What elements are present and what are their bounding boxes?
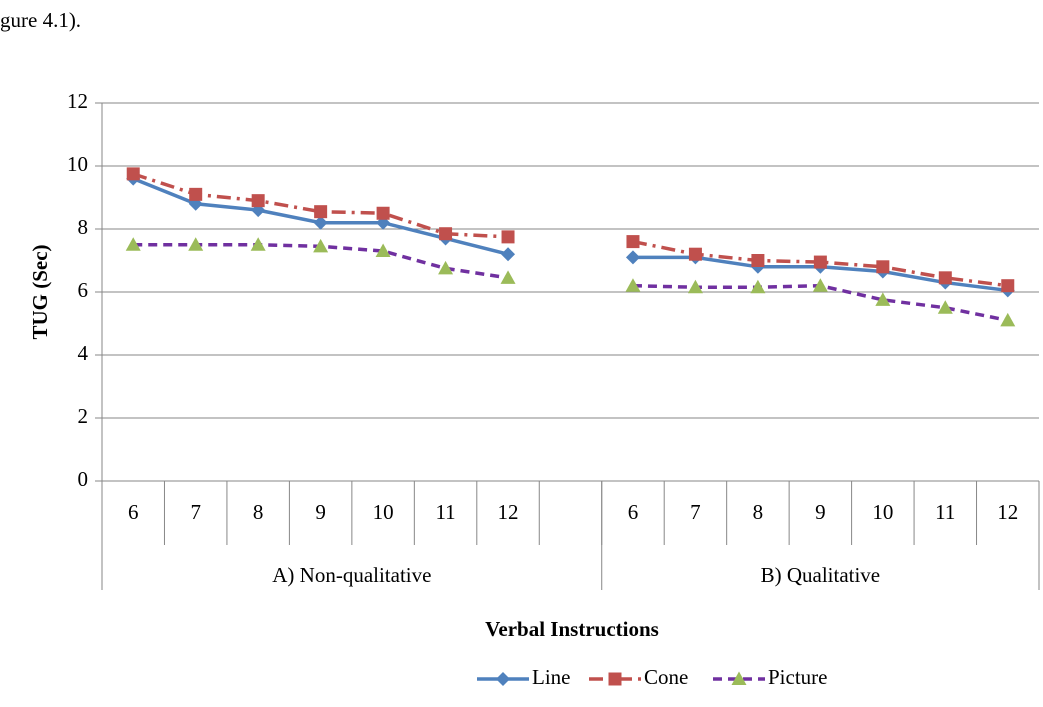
group-label: A) Non-qualitative — [272, 563, 431, 587]
x-tick-label: 11 — [435, 500, 455, 524]
x-tick-label: 12 — [498, 500, 519, 524]
legend-label: Cone — [644, 665, 688, 689]
marker — [314, 205, 328, 219]
marker — [687, 279, 703, 294]
marker — [625, 250, 640, 265]
marker — [501, 230, 515, 244]
x-tick-label: 8 — [753, 500, 764, 524]
group-label: B) Qualitative — [761, 563, 881, 587]
x-tick-label: 10 — [373, 500, 394, 524]
y-tick-label: 0 — [78, 467, 89, 491]
marker — [875, 292, 891, 306]
y-tick-label: 2 — [78, 404, 89, 428]
marker — [812, 278, 828, 292]
marker — [500, 270, 516, 284]
marker — [439, 227, 453, 241]
caption-fragment: gure 4.1). — [0, 8, 81, 32]
marker — [1000, 312, 1016, 327]
y-tick-label: 6 — [78, 278, 89, 302]
x-tick-label: 8 — [253, 500, 264, 524]
marker — [688, 247, 702, 261]
y-tick-label: 12 — [67, 89, 88, 113]
marker — [313, 238, 329, 253]
marker — [937, 300, 953, 314]
legend-label: Line — [532, 665, 570, 689]
series-line — [133, 243, 1009, 323]
marker — [731, 671, 747, 685]
marker — [751, 254, 765, 267]
marker — [188, 237, 204, 251]
marker — [375, 243, 391, 258]
y-tick-label: 8 — [78, 215, 89, 239]
marker — [251, 194, 265, 208]
marker — [376, 206, 390, 220]
x-tick-label: 6 — [628, 500, 639, 524]
marker — [250, 237, 266, 251]
x-tick-label: 11 — [935, 500, 955, 524]
marker — [189, 187, 203, 201]
x-tick-label: 12 — [997, 500, 1018, 524]
marker — [501, 247, 516, 262]
y-axis-title: TUG (Sec) — [28, 244, 52, 339]
x-axis-title: Verbal Instructions — [485, 617, 659, 641]
x-tick-label: 7 — [190, 500, 201, 524]
marker — [626, 235, 640, 249]
x-tick-label: 7 — [690, 500, 701, 524]
marker — [813, 255, 827, 269]
x-tick-label: 6 — [128, 500, 139, 524]
marker — [496, 672, 510, 686]
y-tick-label: 10 — [67, 152, 88, 176]
marker — [126, 167, 140, 181]
marker — [608, 672, 622, 686]
marker — [1001, 279, 1015, 293]
marker — [938, 271, 952, 285]
x-tick-label: 10 — [872, 500, 893, 524]
legend-label: Picture — [768, 665, 827, 689]
x-tick-label: 9 — [315, 500, 326, 524]
marker — [625, 278, 641, 292]
x-tick-label: 9 — [815, 500, 826, 524]
y-tick-label: 4 — [78, 341, 89, 365]
marker — [876, 260, 890, 274]
marker — [438, 260, 454, 275]
marker — [313, 215, 328, 230]
marker — [125, 237, 141, 251]
marker — [750, 279, 766, 294]
